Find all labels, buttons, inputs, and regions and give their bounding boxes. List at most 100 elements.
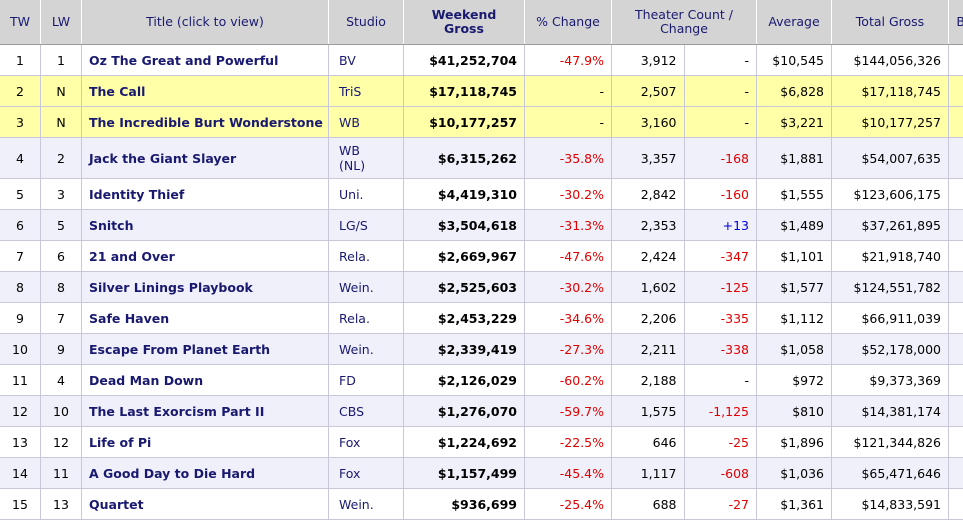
cell-movie-title[interactable]: The Incredible Burt Wonderstone [82,107,329,138]
cell-percent-change: -35.8% [525,138,612,179]
header-studio[interactable]: Studio [329,0,404,45]
cell-last-week-rank: 2 [41,138,82,179]
header-weekend-gross[interactable]: Weekend Gross [404,0,525,45]
cell-studio: CBS [329,396,404,427]
cell-this-week-rank: 14 [0,458,41,489]
header-lw[interactable]: LW [41,0,82,45]
cell-weekend-gross: $10,177,257 [404,107,525,138]
cell-percent-change: -59.7% [525,396,612,427]
cell-studio: Uni. [329,179,404,210]
header-percent-change[interactable]: % Change [525,0,612,45]
cell-average: $10,545 [757,45,832,76]
cell-budget: $28 [949,303,963,334]
cell-theater-count: 2,188 [612,365,685,396]
cell-movie-title[interactable]: Silver Linings Playbook [82,272,329,303]
cell-this-week-rank: 7 [0,241,41,272]
cell-theater-count: 1,602 [612,272,685,303]
header-average[interactable]: Average [757,0,832,45]
cell-average: $1,896 [757,427,832,458]
cell-movie-title[interactable]: Snitch [82,210,329,241]
cell-average: $1,058 [757,334,832,365]
cell-weekend-gross: $2,339,419 [404,334,525,365]
cell-last-week-rank: 3 [41,179,82,210]
cell-total-gross: $121,344,826 [832,427,949,458]
cell-percent-change: - [525,76,612,107]
cell-movie-title[interactable]: Life of Pi [82,427,329,458]
header-tw[interactable]: TW [0,0,41,45]
cell-budget: $21 [949,272,963,303]
cell-movie-title[interactable]: Identity Thief [82,179,329,210]
cell-movie-title[interactable]: Quartet [82,489,329,520]
cell-budget: $40 [949,334,963,365]
cell-last-week-rank: 1 [41,45,82,76]
cell-average: $1,881 [757,138,832,179]
cell-theater-count: 3,160 [612,107,685,138]
cell-movie-title[interactable]: Oz The Great and Powerful [82,45,329,76]
cell-budget: $195 [949,138,963,179]
cell-percent-change: -25.4% [525,489,612,520]
cell-budget: $120 [949,427,963,458]
cell-percent-change: -30.2% [525,272,612,303]
cell-movie-title[interactable]: The Last Exorcism Part II [82,396,329,427]
cell-percent-change: -47.6% [525,241,612,272]
cell-theater-count: 2,424 [612,241,685,272]
cell-movie-title[interactable]: Escape From Planet Earth [82,334,329,365]
cell-weekend-gross: $3,504,618 [404,210,525,241]
cell-this-week-rank: 4 [0,138,41,179]
header-theater-count-change[interactable]: Theater Count / Change [612,0,757,45]
header-budget[interactable]: Budget* [949,0,963,45]
cell-movie-title[interactable]: A Good Day to Die Hard [82,458,329,489]
cell-theater-change: -347 [684,241,757,272]
cell-total-gross: $21,918,740 [832,241,949,272]
cell-movie-title[interactable]: Jack the Giant Slayer [82,138,329,179]
cell-studio: Rela. [329,303,404,334]
cell-total-gross: $54,007,635 [832,138,949,179]
cell-this-week-rank: 1 [0,45,41,76]
cell-last-week-rank: 13 [41,489,82,520]
cell-last-week-rank: 9 [41,334,82,365]
cell-budget: $5 [949,396,963,427]
cell-studio: WB [329,107,404,138]
cell-this-week-rank: 9 [0,303,41,334]
header-total-gross[interactable]: Total Gross [832,0,949,45]
cell-percent-change: -30.2% [525,179,612,210]
cell-percent-change: -34.6% [525,303,612,334]
cell-movie-title[interactable]: Dead Man Down [82,365,329,396]
cell-movie-title[interactable]: 21 and Over [82,241,329,272]
cell-budget: - [949,210,963,241]
header-theater-line-2: Change [660,21,708,36]
cell-budget: $92 [949,458,963,489]
cell-this-week-rank: 8 [0,272,41,303]
cell-weekend-gross: $1,276,070 [404,396,525,427]
cell-movie-title[interactable]: The Call [82,76,329,107]
cell-weekend-gross: $6,315,262 [404,138,525,179]
header-title[interactable]: Title (click to view) [82,0,329,45]
cell-weekend-gross: $2,126,029 [404,365,525,396]
cell-theater-count: 3,912 [612,45,685,76]
cell-this-week-rank: 15 [0,489,41,520]
studio-line-1: WB [339,143,360,158]
cell-average: $1,555 [757,179,832,210]
cell-percent-change: - [525,107,612,138]
cell-movie-title[interactable]: Safe Haven [82,303,329,334]
cell-weekend-gross: $936,699 [404,489,525,520]
cell-this-week-rank: 11 [0,365,41,396]
cell-average: $1,489 [757,210,832,241]
cell-average: $1,577 [757,272,832,303]
cell-theater-change: -25 [684,427,757,458]
